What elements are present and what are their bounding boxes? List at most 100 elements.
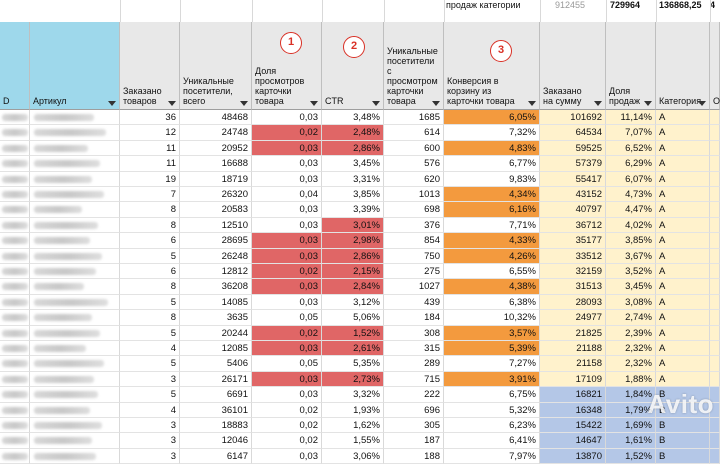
unique-cell[interactable]: 12510 <box>180 217 252 234</box>
conv-cell[interactable]: 6,38% <box>444 294 540 311</box>
cat-cell[interactable]: A <box>656 341 710 357</box>
id-cell[interactable] <box>0 248 30 264</box>
sum-cell[interactable]: 55417 <box>540 171 606 187</box>
extra-cell[interactable] <box>710 217 720 234</box>
cardv-cell[interactable]: 1013 <box>384 187 444 203</box>
cat-cell[interactable]: A <box>656 233 710 249</box>
sum-cell[interactable]: 21825 <box>540 325 606 341</box>
ordered-cell[interactable]: 8 <box>120 310 180 326</box>
artikul-cell[interactable] <box>30 418 120 434</box>
cat-cell[interactable]: A <box>656 294 710 311</box>
share-cell[interactable]: 0,03 <box>252 233 322 249</box>
col-artikul-header[interactable]: Артикул <box>30 22 120 110</box>
cardv-cell[interactable]: 854 <box>384 233 444 249</box>
unique-cell[interactable]: 6691 <box>180 387 252 403</box>
ordered-cell[interactable]: 19 <box>120 171 180 187</box>
extra-cell[interactable] <box>710 356 720 372</box>
sum-cell[interactable]: 21158 <box>540 356 606 372</box>
col-ordered-header[interactable]: Заказано товаров <box>120 22 180 110</box>
artikul-cell[interactable] <box>30 387 120 403</box>
ordered-cell[interactable]: 4 <box>120 341 180 357</box>
id-cell[interactable] <box>0 110 30 126</box>
share-cell[interactable]: 0,02 <box>252 325 322 341</box>
ordered-cell[interactable]: 5 <box>120 248 180 264</box>
cardv-cell[interactable]: 600 <box>384 140 444 157</box>
extra-cell[interactable] <box>710 371 720 388</box>
artikul-cell[interactable] <box>30 310 120 326</box>
filter-dropdown-icon[interactable] <box>432 101 440 106</box>
conv-cell[interactable]: 7,71% <box>444 217 540 234</box>
filter-dropdown-icon[interactable] <box>372 101 380 106</box>
filter-dropdown-icon[interactable] <box>240 101 248 106</box>
artikul-cell[interactable] <box>30 248 120 264</box>
sales-cell[interactable]: 3,85% <box>606 233 656 249</box>
ordered-cell[interactable]: 5 <box>120 387 180 403</box>
ctr-cell[interactable]: 2,15% <box>322 264 384 280</box>
id-cell[interactable] <box>0 171 30 187</box>
ctr-cell[interactable]: 3,32% <box>322 387 384 403</box>
id-cell[interactable] <box>0 341 30 357</box>
sum-cell[interactable]: 32159 <box>540 264 606 280</box>
extra-cell[interactable] <box>710 448 720 464</box>
artikul-cell[interactable] <box>30 125 120 141</box>
cardv-cell[interactable]: 715 <box>384 371 444 388</box>
share-cell[interactable]: 0,03 <box>252 202 322 218</box>
cat-cell[interactable]: A <box>656 248 710 264</box>
cat-cell[interactable]: B <box>656 433 710 449</box>
ctr-cell[interactable]: 1,62% <box>322 418 384 434</box>
artikul-cell[interactable] <box>30 110 120 126</box>
conv-cell[interactable]: 5,39% <box>444 341 540 357</box>
sales-cell[interactable]: 1,88% <box>606 371 656 388</box>
ctr-cell[interactable]: 2,48% <box>322 125 384 141</box>
col-conversion-header[interactable]: Конверсия в корзину из карточки товара <box>444 22 540 110</box>
ordered-cell[interactable]: 3 <box>120 433 180 449</box>
unique-cell[interactable]: 16688 <box>180 156 252 172</box>
cardv-cell[interactable]: 188 <box>384 448 444 464</box>
unique-cell[interactable]: 20583 <box>180 202 252 218</box>
id-cell[interactable] <box>0 202 30 218</box>
share-cell[interactable]: 0,03 <box>252 171 322 187</box>
cat-cell[interactable]: A <box>656 279 710 295</box>
id-cell[interactable] <box>0 156 30 172</box>
extra-cell[interactable] <box>710 187 720 203</box>
col-unique-card-header[interactable]: Уникальные посетители с просмотром карто… <box>384 22 444 110</box>
id-cell[interactable] <box>0 371 30 388</box>
unique-cell[interactable]: 18719 <box>180 171 252 187</box>
filter-dropdown-icon[interactable] <box>644 101 652 106</box>
extra-cell[interactable] <box>710 433 720 449</box>
unique-cell[interactable]: 26320 <box>180 187 252 203</box>
ctr-cell[interactable]: 3,01% <box>322 217 384 234</box>
sum-cell[interactable]: 16348 <box>540 402 606 418</box>
sum-cell[interactable]: 35177 <box>540 233 606 249</box>
sum-cell[interactable]: 17109 <box>540 371 606 388</box>
extra-cell[interactable] <box>710 341 720 357</box>
ordered-cell[interactable]: 8 <box>120 217 180 234</box>
sales-cell[interactable]: 1,61% <box>606 433 656 449</box>
id-cell[interactable] <box>0 217 30 234</box>
ordered-cell[interactable]: 11 <box>120 140 180 157</box>
ctr-cell[interactable]: 2,84% <box>322 279 384 295</box>
filter-dropdown-icon[interactable] <box>594 101 602 106</box>
id-cell[interactable] <box>0 140 30 157</box>
ctr-cell[interactable]: 2,61% <box>322 341 384 357</box>
share-cell[interactable]: 0,05 <box>252 356 322 372</box>
extra-cell[interactable] <box>710 418 720 434</box>
artikul-cell[interactable] <box>30 233 120 249</box>
col-ordered-sum-header[interactable]: Заказано на сумму <box>540 22 606 110</box>
share-cell[interactable]: 0,02 <box>252 264 322 280</box>
share-cell[interactable]: 0,03 <box>252 294 322 311</box>
share-cell[interactable]: 0,03 <box>252 110 322 126</box>
artikul-cell[interactable] <box>30 433 120 449</box>
ctr-cell[interactable]: 3,39% <box>322 202 384 218</box>
cat-cell[interactable]: A <box>656 217 710 234</box>
sum-cell[interactable]: 43152 <box>540 187 606 203</box>
unique-cell[interactable]: 36208 <box>180 279 252 295</box>
conv-cell[interactable]: 5,32% <box>444 402 540 418</box>
ordered-cell[interactable]: 6 <box>120 233 180 249</box>
sales-cell[interactable]: 6,07% <box>606 171 656 187</box>
ordered-cell[interactable]: 3 <box>120 448 180 464</box>
sales-cell[interactable]: 1,69% <box>606 418 656 434</box>
ctr-cell[interactable]: 3,31% <box>322 171 384 187</box>
share-cell[interactable]: 0,02 <box>252 418 322 434</box>
cat-cell[interactable]: A <box>656 140 710 157</box>
